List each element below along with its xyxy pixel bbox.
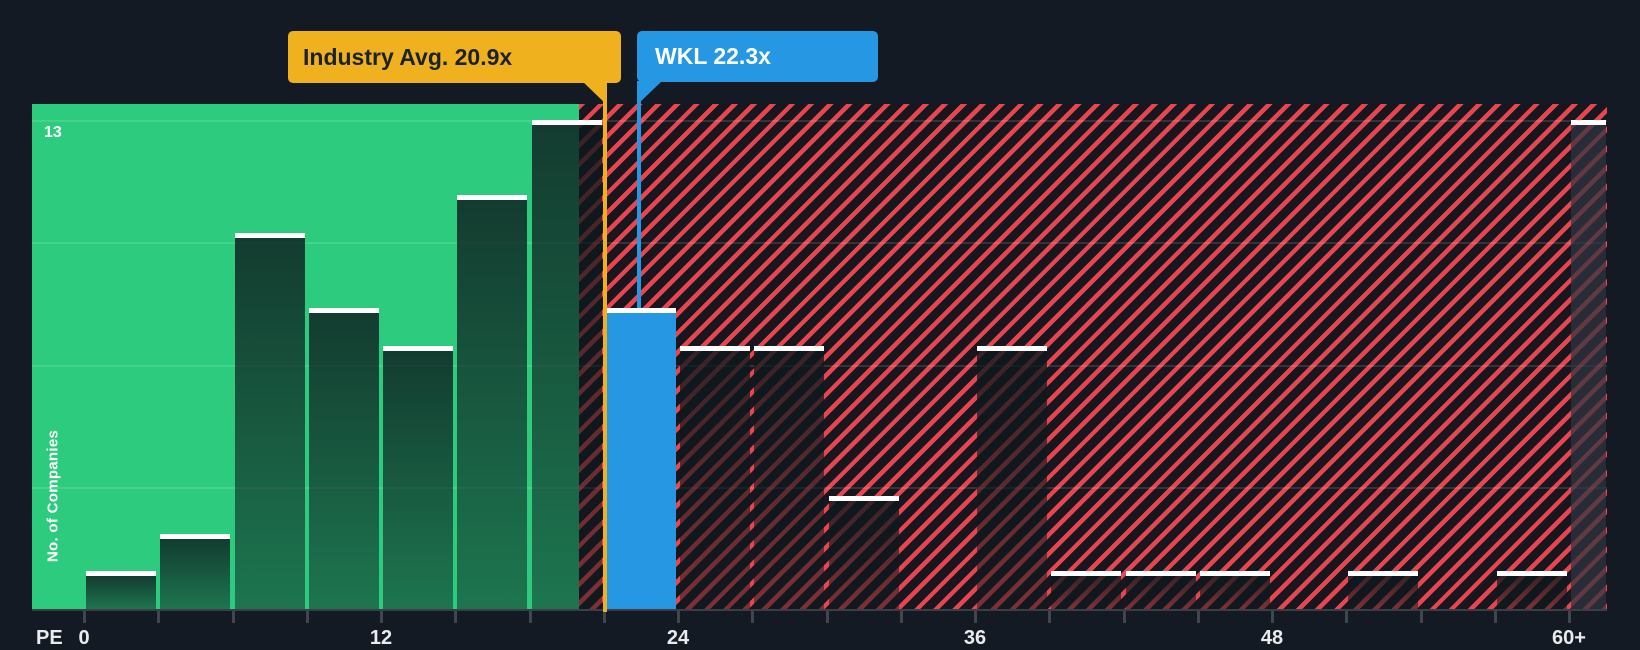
x-axis-tick bbox=[603, 611, 606, 623]
x-axis-tick bbox=[232, 611, 235, 623]
histogram-bar-pe-51-54[interactable] bbox=[1348, 571, 1418, 609]
histogram-bar-pe-39-42[interactable] bbox=[1051, 571, 1121, 609]
histogram-bar-pe-45-48[interactable] bbox=[1200, 571, 1270, 609]
x-axis-tick bbox=[306, 611, 309, 623]
industry-avg-callout-label: Industry Avg. 20.9x bbox=[303, 43, 513, 70]
company-callout: WKL 22.3x bbox=[637, 31, 878, 82]
x-axis-line bbox=[32, 609, 1607, 611]
y-axis-title: No. of Companies bbox=[44, 429, 62, 563]
x-axis-label-36: 36 bbox=[963, 627, 987, 649]
x-axis-tick bbox=[157, 611, 160, 623]
histogram-bar-pe-24-27[interactable] bbox=[680, 346, 750, 609]
x-axis-label-0: 0 bbox=[78, 627, 90, 649]
x-axis-label-12: 12 bbox=[369, 627, 393, 649]
histogram-bar-pe-9-12[interactable] bbox=[309, 308, 379, 609]
x-axis-tick bbox=[677, 611, 680, 623]
x-axis-tick bbox=[1420, 611, 1423, 623]
industry-avg-marker-line bbox=[603, 82, 607, 612]
industry-avg-callout: Industry Avg. 20.9x bbox=[288, 31, 621, 83]
x-axis-tick bbox=[826, 611, 829, 623]
gridline bbox=[32, 120, 1607, 122]
histogram-bar-pe-27-30[interactable] bbox=[754, 346, 824, 609]
x-axis-tick bbox=[974, 611, 977, 623]
histogram-bar-pe-18-21[interactable] bbox=[532, 120, 602, 609]
x-axis-tick bbox=[83, 611, 86, 623]
histogram-bar-pe-3-6[interactable] bbox=[160, 534, 230, 609]
histogram-bar-pe-60+[interactable] bbox=[1571, 120, 1606, 609]
histogram-bar-pe-36-39[interactable] bbox=[977, 346, 1047, 609]
histogram-bar-pe-42-45[interactable] bbox=[1126, 571, 1196, 609]
x-axis-label-60+: 60+ bbox=[1552, 627, 1586, 649]
company-marker-line bbox=[637, 82, 641, 308]
x-axis-tick bbox=[1345, 611, 1348, 623]
x-axis-label-48: 48 bbox=[1260, 627, 1284, 649]
x-axis-tick bbox=[454, 611, 457, 623]
histogram-bar-pe-15-18[interactable] bbox=[457, 195, 527, 609]
x-axis-tick bbox=[1123, 611, 1126, 623]
x-axis-label-24: 24 bbox=[666, 627, 690, 649]
x-axis-tick bbox=[751, 611, 754, 623]
x-axis-tick bbox=[1048, 611, 1051, 623]
x-axis-tick bbox=[1494, 611, 1497, 623]
x-axis-tick bbox=[380, 611, 383, 623]
histogram-bar-pe-12-15[interactable] bbox=[383, 346, 453, 609]
histogram-bar-pe-30-33[interactable] bbox=[829, 496, 899, 609]
x-axis-tick bbox=[1568, 611, 1571, 623]
x-axis-tick bbox=[900, 611, 903, 623]
histogram-bar-pe-0-3[interactable] bbox=[86, 571, 156, 609]
company-callout-label: WKL 22.3x bbox=[655, 43, 771, 69]
x-axis-tick bbox=[529, 611, 532, 623]
plot-area bbox=[32, 104, 1607, 611]
above-average-hatched-zone bbox=[579, 104, 1607, 609]
histogram-bar-pe-57-60[interactable] bbox=[1497, 571, 1567, 609]
y-axis-max-label: 13 bbox=[44, 124, 62, 141]
gridline bbox=[32, 242, 1607, 244]
x-axis-tick bbox=[1271, 611, 1274, 623]
histogram-bar-pe-6-9[interactable] bbox=[235, 233, 305, 609]
histogram-bar-pe-21-24[interactable] bbox=[606, 308, 676, 609]
x-axis-tick bbox=[1197, 611, 1200, 623]
x-axis-title: PE bbox=[36, 627, 63, 649]
